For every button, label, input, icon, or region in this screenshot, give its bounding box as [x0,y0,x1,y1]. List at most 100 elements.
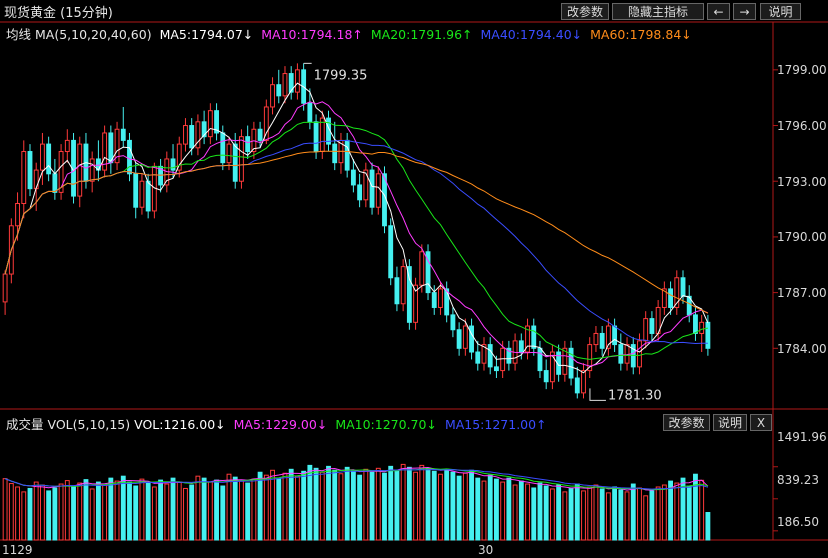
volume-bar-up [89,488,95,541]
volume-bar-up [593,484,599,541]
volume-bar-up [512,484,518,541]
volume-bar-up [164,483,170,541]
ma5-line [4,82,709,374]
candle-down [506,347,512,364]
volume-bar-down [382,472,387,541]
volume-bar-down [276,477,282,541]
candle-down [307,102,313,123]
volume-bar-up [655,486,661,541]
chart-title: 现货黄金 (15分钟) [4,6,113,21]
candle-up [21,151,27,205]
candle-up [419,251,425,286]
volume-bar-down [469,469,474,541]
arrow-right-icon[interactable]: → [733,3,756,20]
candle-up [77,143,83,197]
volume-bar-down [95,481,101,541]
volume-bar-up [363,468,369,541]
candle-down [313,121,319,153]
candle-up [226,143,232,164]
candle-up [15,203,20,227]
vol-legend: 成交量 VOL(5,10,15) VOL:1216.00↓ MA5:1229.00↓ M… [6,414,563,433]
volume-bar-up [419,464,425,541]
candle-up [481,344,487,364]
volume-bar-down [574,483,580,541]
volume-bar-down [568,487,574,541]
candle-down [574,377,580,394]
volume-bar-down [618,489,624,541]
volume-bar-up [33,481,39,541]
volume-bar-down [425,467,431,541]
candle-down [52,173,58,193]
vol-legend-item: MA10:1270.70↓ [335,417,437,432]
volume-bar-up [15,486,20,541]
vol-legend-item: MA15:1271.00↑ [444,417,547,432]
y-tick: 1796.00 [777,119,827,133]
volume-bar-up [176,481,182,541]
volume-bar-up [400,463,406,541]
candle-down [487,344,493,368]
volume-bar-up [8,483,14,541]
candle-down [568,347,574,379]
volume-bar-up [438,473,443,541]
candle-up [525,325,530,353]
hide-main-indicator-button[interactable]: 隐藏主指标 [612,3,704,20]
candle-down [612,325,618,346]
candle-up [195,121,201,149]
volume-bar-up [637,487,642,541]
volume-bar-up [699,479,705,541]
main-legend: 均线 MA(5,10,20,40,60) MA5:1794.07↓ MA10:1794… [6,24,708,43]
volume-bar-down [332,469,338,541]
volume-bar-down [145,482,151,541]
volume-bar-up [624,491,630,541]
y-tick: 1799.00 [777,63,827,77]
candle-down [599,332,605,349]
volume-bar-down [46,490,52,541]
candle-up [139,180,145,208]
vol-edit-params-button[interactable]: 改参数 [663,414,710,431]
candle-up [176,143,182,171]
x-tick: 1129 [2,543,33,557]
help-button[interactable]: 说明 [760,3,801,20]
candle-up [643,318,649,342]
candle-down [276,84,282,97]
volume-bar-up [562,491,568,541]
candle-up [400,266,406,305]
volume-bar-down [214,479,219,541]
volume-bar-down [220,485,226,541]
candle-up [581,370,586,394]
candle-down [133,173,139,208]
volume-bar-down [52,487,58,541]
candle-up [413,284,419,323]
volume-bar-down [201,477,207,541]
candle-down [531,325,537,349]
volume-bar-down [301,470,307,541]
vol-ma5-line [4,466,709,491]
volume-bar-up [282,472,288,541]
volume-bar-down [612,486,618,541]
vol-help-button[interactable]: 说明 [713,414,747,431]
candle-up [593,332,599,346]
arrow-left-icon[interactable]: ← [707,3,730,20]
candle-down [693,314,698,334]
edit-params-button[interactable]: 改参数 [561,3,609,20]
volume-bar-down [475,477,481,541]
volume-bar-down [456,475,462,541]
volume-bar-down [313,467,319,541]
volume-bar-up [674,482,680,541]
close-icon[interactable]: X [750,414,772,431]
candle-up [500,347,506,372]
volume-bar-down [288,468,294,541]
candle-down [394,277,400,305]
vol-ma10-line [4,468,709,491]
volume-bar-up [481,480,487,541]
candle-up [699,321,705,334]
candle-down [618,344,624,364]
ma-legend-item: MA10:1794.18↑ [261,27,363,42]
volume-bar-up [643,495,649,541]
volume-bar-down [189,484,195,541]
vol-ma15-line [4,468,709,490]
volume-bar-down [518,480,524,541]
y-tick: 1790.00 [777,230,827,244]
volume-bar-down [83,479,89,541]
volume-bar-up [77,482,83,541]
